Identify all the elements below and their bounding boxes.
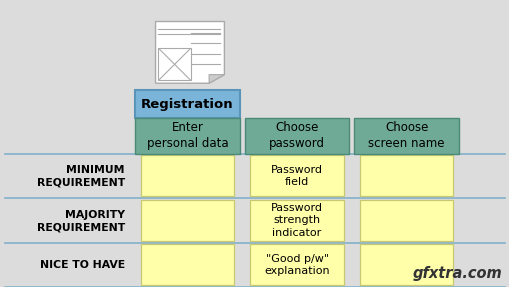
FancyBboxPatch shape: [140, 200, 234, 241]
FancyBboxPatch shape: [140, 244, 234, 285]
Text: gfxtra.com: gfxtra.com: [412, 266, 501, 281]
FancyBboxPatch shape: [354, 118, 458, 154]
Text: Password
strength
indicator: Password strength indicator: [271, 203, 322, 238]
FancyBboxPatch shape: [135, 118, 239, 154]
FancyBboxPatch shape: [244, 118, 349, 154]
Text: Enter
personal data: Enter personal data: [146, 121, 228, 150]
Text: Choose
password: Choose password: [269, 121, 324, 150]
Text: Choose
screen name: Choose screen name: [367, 121, 444, 150]
FancyBboxPatch shape: [250, 200, 343, 241]
FancyBboxPatch shape: [359, 244, 453, 285]
Text: Password
field: Password field: [271, 164, 322, 187]
Text: "Good p/w"
explanation: "Good p/w" explanation: [264, 253, 329, 276]
Polygon shape: [209, 75, 224, 83]
FancyBboxPatch shape: [359, 200, 453, 241]
Text: MAJORITY
REQUIREMENT: MAJORITY REQUIREMENT: [37, 210, 125, 232]
Text: MINIMUM
REQUIREMENT: MINIMUM REQUIREMENT: [37, 165, 125, 188]
FancyBboxPatch shape: [359, 155, 453, 196]
FancyBboxPatch shape: [250, 155, 343, 196]
FancyBboxPatch shape: [140, 155, 234, 196]
Text: NICE TO HAVE: NICE TO HAVE: [40, 261, 125, 270]
FancyBboxPatch shape: [135, 90, 239, 118]
Text: Registration: Registration: [141, 98, 233, 110]
Polygon shape: [155, 22, 224, 83]
FancyBboxPatch shape: [250, 244, 343, 285]
